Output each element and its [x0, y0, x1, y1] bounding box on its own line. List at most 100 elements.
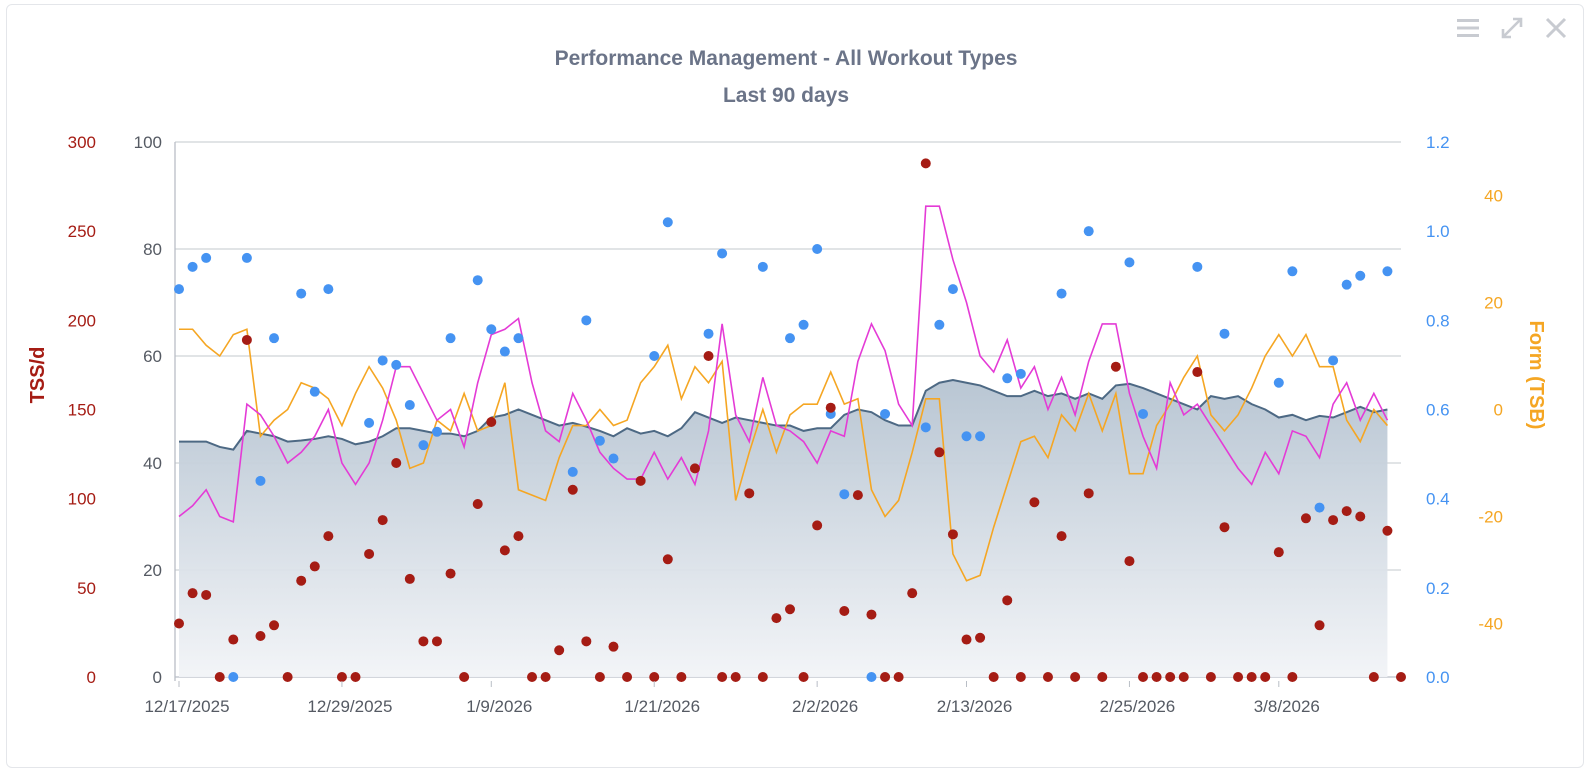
tss-point[interactable]	[703, 351, 714, 361]
intensity-point[interactable]	[594, 435, 605, 446]
intensity-point[interactable]	[323, 284, 334, 295]
intensity-point[interactable]	[309, 386, 320, 397]
tss-point[interactable]	[812, 520, 823, 531]
tss-point[interactable]	[1002, 595, 1013, 606]
tss-point[interactable]	[1015, 672, 1026, 682]
tss-point[interactable]	[350, 672, 361, 682]
intensity-point[interactable]	[920, 422, 931, 433]
tss-point[interactable]	[1328, 515, 1339, 526]
intensity-point[interactable]	[404, 400, 415, 411]
intensity-point[interactable]	[1273, 377, 1284, 388]
intensity-point[interactable]	[1287, 266, 1298, 277]
intensity-point[interactable]	[391, 359, 402, 370]
intensity-point[interactable]	[567, 466, 578, 477]
intensity-point[interactable]	[255, 475, 266, 486]
tss-point[interactable]	[1341, 506, 1352, 517]
tss-point[interactable]	[961, 634, 972, 645]
intensity-point[interactable]	[364, 417, 375, 428]
tss-point[interactable]	[418, 636, 429, 647]
tss-point[interactable]	[499, 545, 510, 556]
intensity-point[interactable]	[1328, 355, 1339, 366]
tss-point[interactable]	[364, 548, 375, 559]
tss-point[interactable]	[1273, 547, 1284, 558]
intensity-point[interactable]	[1341, 279, 1352, 290]
tss-point[interactable]	[866, 609, 877, 620]
intensity-point[interactable]	[1355, 270, 1366, 281]
tss-point[interactable]	[947, 529, 958, 540]
tss-point[interactable]	[1042, 672, 1053, 682]
tss-point[interactable]	[554, 645, 565, 656]
intensity-point[interactable]	[839, 489, 850, 500]
tss-point[interactable]	[1314, 620, 1325, 631]
tss-point[interactable]	[1396, 672, 1406, 682]
intensity-point[interactable]	[866, 672, 877, 682]
tss-point[interactable]	[1138, 672, 1149, 682]
intensity-point[interactable]	[1015, 368, 1026, 379]
tss-point[interactable]	[635, 475, 646, 486]
tss-point[interactable]	[581, 636, 592, 647]
tss-point[interactable]	[1205, 672, 1216, 682]
intensity-point[interactable]	[431, 426, 442, 437]
tss-point[interactable]	[907, 588, 918, 599]
tss-point[interactable]	[1233, 672, 1244, 682]
intensity-point[interactable]	[513, 333, 524, 344]
intensity-point[interactable]	[947, 284, 958, 295]
tss-point[interactable]	[1178, 672, 1189, 682]
intensity-point[interactable]	[1056, 288, 1067, 299]
tss-point[interactable]	[1219, 522, 1230, 533]
intensity-point[interactable]	[662, 217, 673, 228]
tss-point[interactable]	[323, 531, 334, 542]
tss-point[interactable]	[798, 672, 809, 682]
intensity-point[interactable]	[201, 252, 212, 263]
tss-point[interactable]	[1029, 497, 1040, 508]
tss-point[interactable]	[1246, 672, 1257, 682]
tss-point[interactable]	[228, 634, 239, 645]
intensity-point[interactable]	[757, 261, 768, 272]
intensity-point[interactable]	[187, 261, 198, 272]
tss-point[interactable]	[689, 463, 700, 474]
intensity-point[interactable]	[703, 328, 714, 339]
tss-point[interactable]	[309, 561, 320, 572]
intensity-point[interactable]	[1314, 502, 1325, 513]
intensity-point[interactable]	[377, 355, 388, 366]
tss-point[interactable]	[1192, 367, 1203, 378]
intensity-point[interactable]	[961, 431, 972, 442]
tss-point[interactable]	[852, 490, 863, 501]
tss-point[interactable]	[459, 672, 470, 682]
intensity-point[interactable]	[717, 248, 728, 259]
intensity-point[interactable]	[812, 244, 823, 254]
intensity-point[interactable]	[608, 453, 619, 464]
tss-point[interactable]	[377, 515, 388, 526]
intensity-point[interactable]	[581, 315, 592, 326]
tss-point[interactable]	[486, 416, 497, 427]
tss-point[interactable]	[513, 531, 524, 542]
tss-point[interactable]	[1151, 672, 1162, 682]
tss-point[interactable]	[1165, 672, 1176, 682]
tss-point[interactable]	[1083, 488, 1094, 499]
tss-point[interactable]	[567, 484, 578, 495]
intensity-point[interactable]	[1219, 328, 1230, 339]
tss-point[interactable]	[1070, 672, 1081, 682]
tss-point[interactable]	[622, 672, 633, 682]
tss-point[interactable]	[1110, 361, 1121, 372]
intensity-point[interactable]	[269, 333, 280, 344]
intensity-point[interactable]	[486, 324, 497, 335]
intensity-point[interactable]	[1124, 257, 1135, 268]
tss-point[interactable]	[662, 554, 673, 565]
tss-point[interactable]	[1287, 672, 1298, 682]
intensity-point[interactable]	[472, 275, 483, 286]
intensity-point[interactable]	[228, 672, 239, 682]
intensity-point[interactable]	[785, 333, 795, 344]
tss-point[interactable]	[920, 158, 931, 169]
tss-point[interactable]	[594, 672, 605, 682]
tss-point[interactable]	[282, 672, 293, 682]
intensity-point[interactable]	[499, 346, 510, 357]
intensity-point[interactable]	[1192, 261, 1203, 272]
tss-point[interactable]	[1368, 672, 1379, 682]
tss-point[interactable]	[1300, 513, 1311, 524]
intensity-point[interactable]	[1382, 266, 1393, 277]
intensity-point[interactable]	[1002, 373, 1013, 384]
expand-icon[interactable]	[1499, 15, 1525, 41]
tss-point[interactable]	[880, 672, 891, 682]
intensity-point[interactable]	[1138, 408, 1149, 419]
